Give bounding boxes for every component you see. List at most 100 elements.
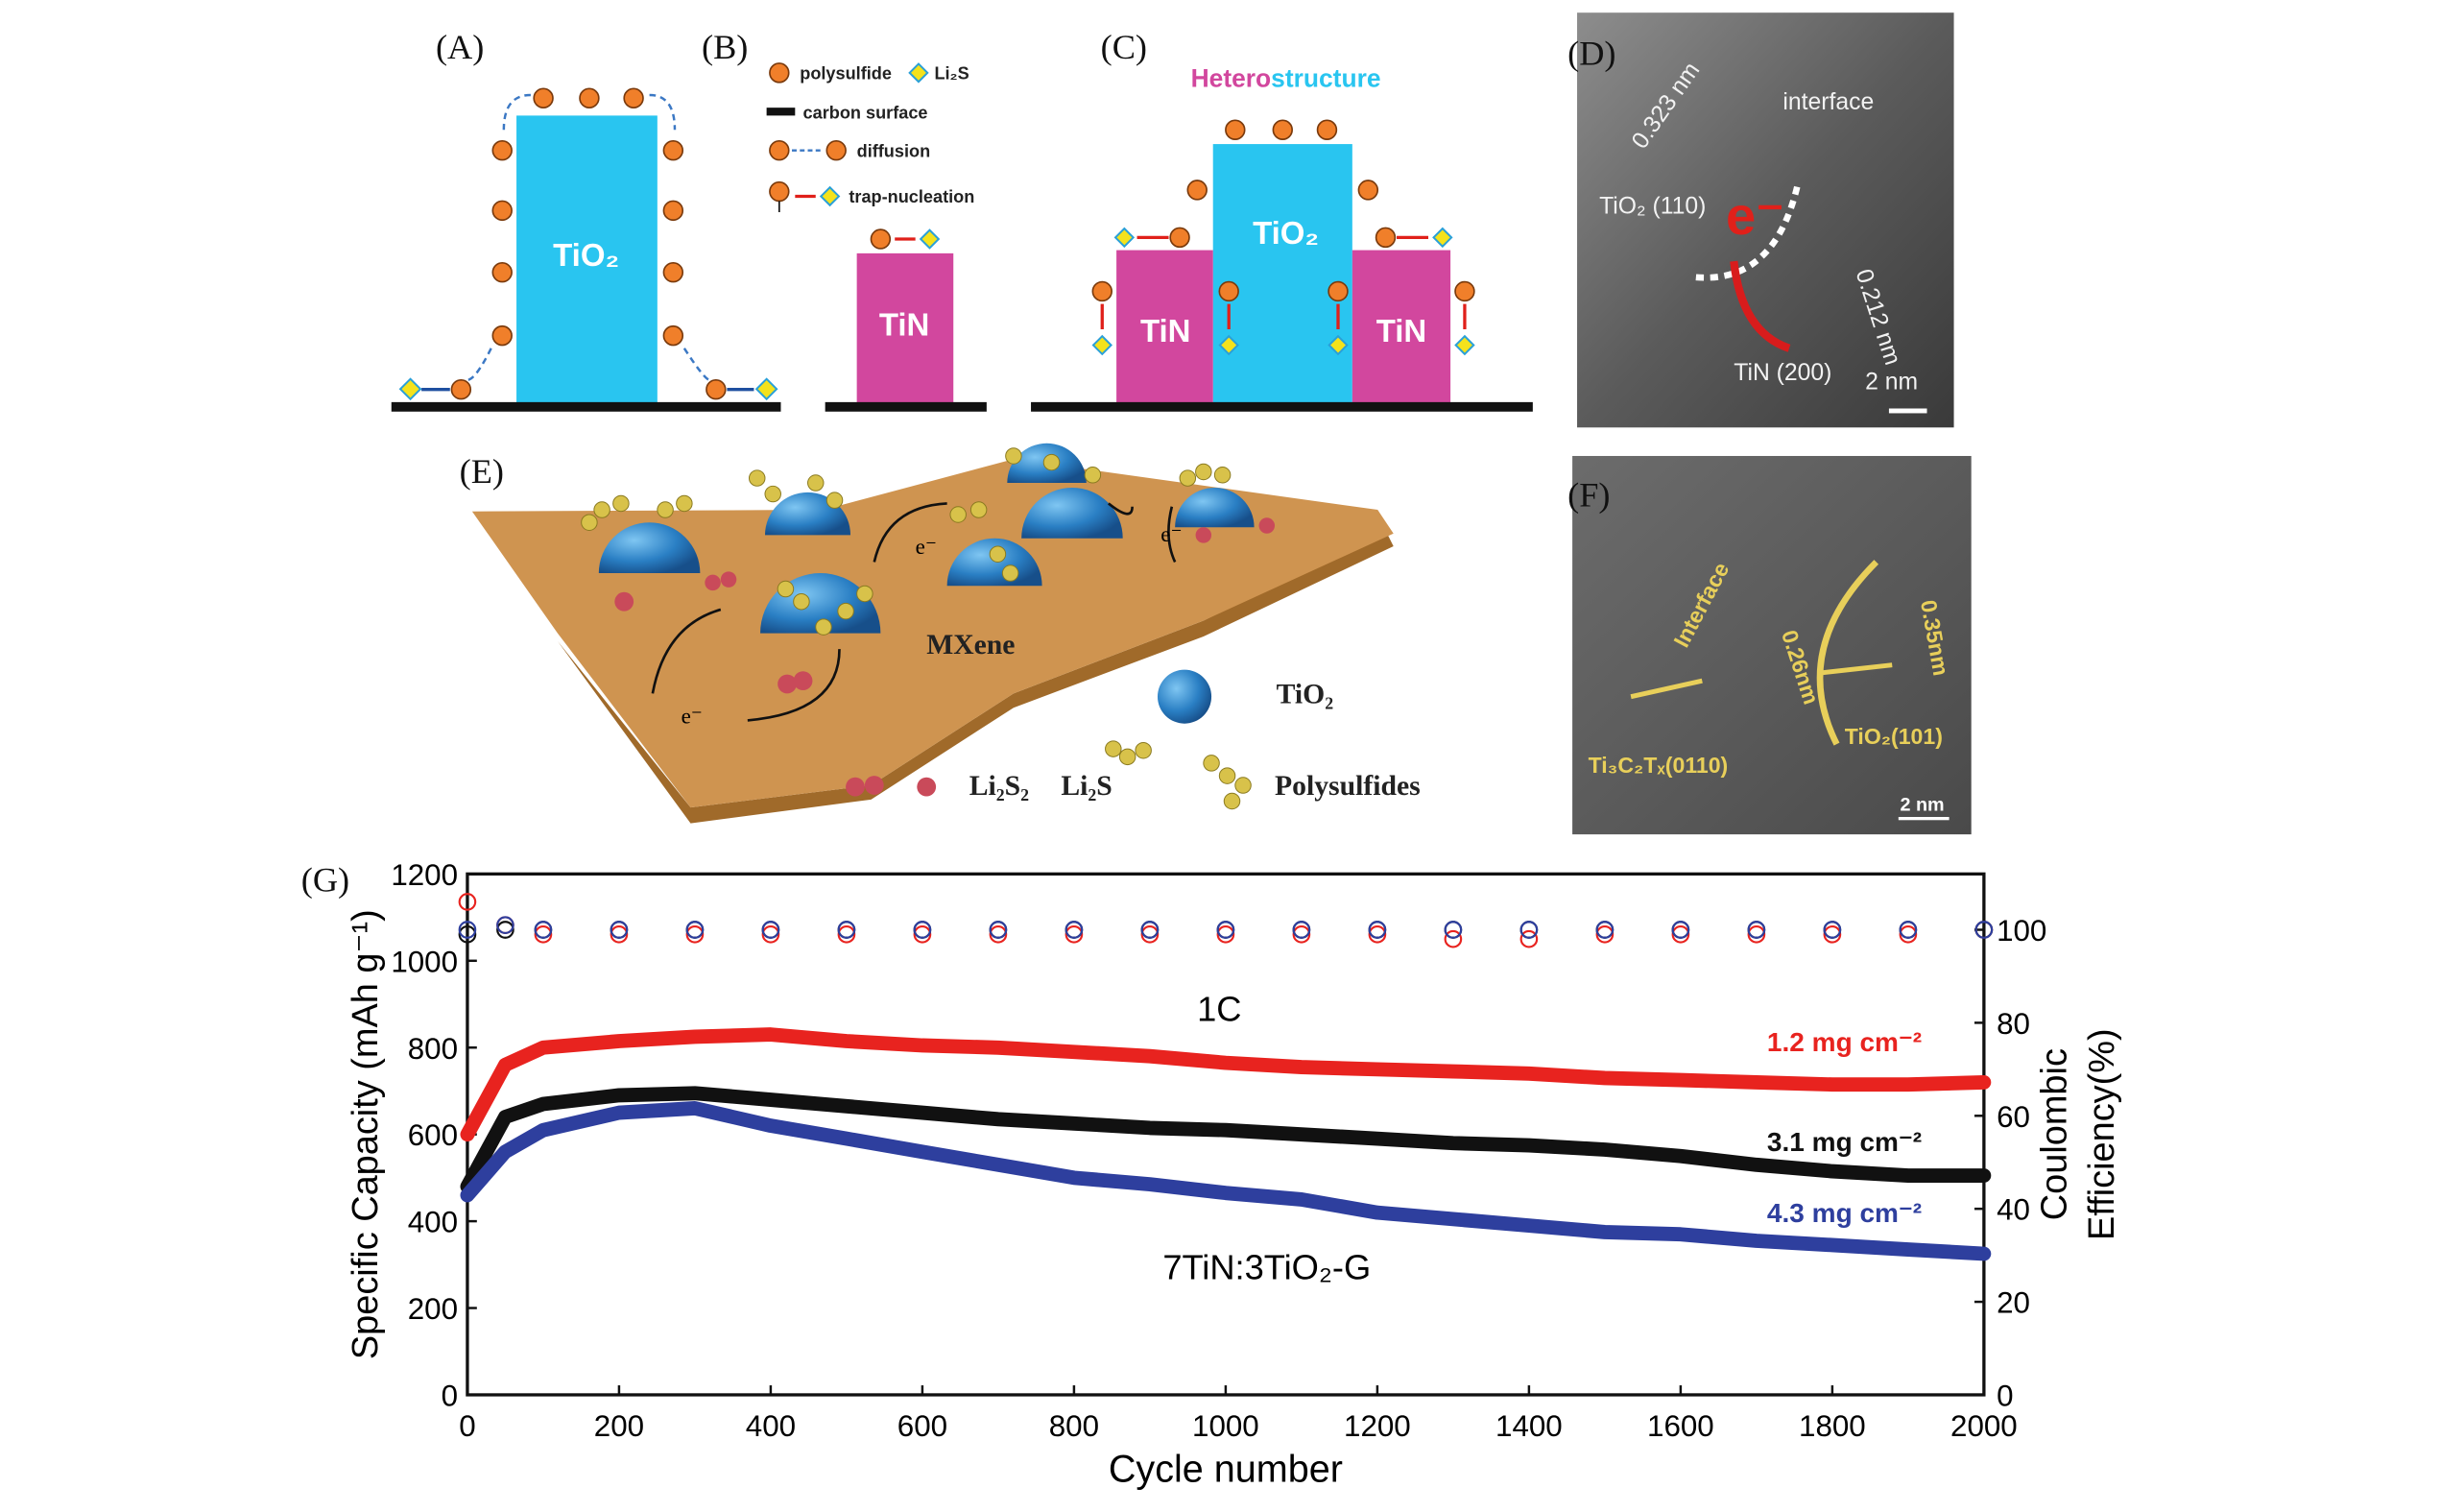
scale-bar-text: 2 nm <box>1865 370 1918 396</box>
y-tick-label: 200 <box>408 1292 458 1326</box>
ce-point <box>1065 925 1084 944</box>
annotation: 1C <box>1197 990 1241 1029</box>
ce-point <box>989 925 1008 944</box>
electron: e⁻ <box>1726 185 1784 246</box>
series-label: 4.3 mg cm⁻² <box>1767 1198 1922 1228</box>
ce-point <box>1292 925 1311 944</box>
tem-image <box>1577 12 1954 428</box>
panel-g: (G) 0 200 400 600 800 1000 1200 1400 1600 1800 200… <box>301 858 2122 1491</box>
panel-label: (C) <box>1101 28 1147 66</box>
ce-point <box>1519 921 1539 939</box>
panel-label: (A) <box>436 28 484 66</box>
panel-b: (B) polysulfide Li₂S carbon surface diff… <box>702 28 987 412</box>
legend-icon <box>766 108 796 116</box>
tem-text: Ti₃C₂Tₓ(0110) <box>1589 753 1729 778</box>
title-part: structure <box>1271 64 1380 93</box>
ce-point <box>458 893 477 911</box>
panel-c: (C) Heterostructure TiO₂ TiN TiN <box>1031 28 1533 412</box>
ce-point <box>1899 921 1918 939</box>
panel-d: (D) 0.323 nm interface TiO₂ (110) e⁻ 0.2… <box>1567 12 1954 428</box>
legend-text: Polysulfides <box>1275 771 1421 802</box>
panel-label: (F) <box>1567 476 1610 515</box>
electron-label: e⁻ <box>682 704 703 729</box>
mxene-sheet <box>471 459 1394 808</box>
y2-tick-label: 0 <box>1997 1380 2013 1413</box>
tem-image <box>1572 455 1972 835</box>
legend-icon <box>769 62 790 84</box>
x-tick-label: 1400 <box>1495 1409 1563 1443</box>
ce-point <box>496 921 514 939</box>
tem-text: interface <box>1782 89 1874 115</box>
x-tick-label: 1800 <box>1799 1409 1866 1443</box>
tio2-label: TiO₂ <box>1277 679 1334 709</box>
ce-point <box>837 925 856 944</box>
ce-point <box>1368 921 1387 939</box>
ce-point <box>1216 925 1235 944</box>
capacity-line <box>460 1086 1992 1194</box>
ce-point <box>1974 921 1994 939</box>
block-label: TiN <box>879 307 930 343</box>
x-tick-label: 600 <box>897 1409 947 1443</box>
y-tick-label: 800 <box>408 1032 458 1066</box>
x-tick-label: 1200 <box>1344 1409 1411 1443</box>
y2-tick-label: 20 <box>1997 1286 2030 1320</box>
electron-label: e⁻ <box>1160 521 1182 546</box>
block-label: TiO₂ <box>553 237 619 273</box>
y-tick-label: 1200 <box>391 858 458 892</box>
ce-point <box>1519 929 1539 948</box>
y-tick-label: 0 <box>442 1380 458 1413</box>
legend-icon <box>908 62 929 84</box>
heterostructure-title: Heterostructure <box>1191 64 1381 93</box>
ce-point <box>1747 921 1766 939</box>
li2s-particles <box>614 517 1276 797</box>
y2-tick-label: 80 <box>1997 1007 2030 1041</box>
ce-point <box>913 925 932 944</box>
ce-point <box>1671 921 1690 939</box>
x-tick-label: 800 <box>1049 1409 1099 1443</box>
ce-point <box>1065 921 1084 939</box>
ce-point <box>1595 925 1615 944</box>
tem-text: TiO₂ (110) <box>1599 194 1706 220</box>
x-tick-label: 0 <box>459 1409 475 1443</box>
block-label: TiN <box>1376 313 1427 348</box>
ce-point <box>1216 921 1235 939</box>
legend-text: Li₂S <box>1061 771 1112 802</box>
annotation: 7TiN:3TiO₂-G <box>1162 1248 1371 1287</box>
x-axis-title: Cycle number <box>1109 1449 1343 1491</box>
polysulfide-clusters <box>581 447 1252 810</box>
panel-f: (F) Interface 0.26nm 0.35nm Ti₃C₂Tₓ(0110… <box>1567 455 1972 835</box>
x-tick-label: 200 <box>594 1409 644 1443</box>
ce-point <box>610 921 629 939</box>
ce-point <box>1899 925 1918 944</box>
block-label: TiN <box>1140 313 1191 348</box>
ce-point <box>685 925 705 944</box>
panel-label: (D) <box>1567 35 1615 73</box>
y-tick-label: 600 <box>408 1118 458 1152</box>
x-tick-label: 1600 <box>1647 1409 1714 1443</box>
ce-point <box>496 916 514 934</box>
legend-text: diffusion <box>857 141 931 160</box>
ce-point <box>1595 921 1615 939</box>
ce-point <box>458 925 477 944</box>
tin-block <box>856 252 954 407</box>
ce-point <box>1140 921 1160 939</box>
legend-text: carbon surface <box>803 104 928 123</box>
ce-point <box>837 921 856 939</box>
ce-point <box>685 921 705 939</box>
ce-point <box>1671 925 1690 944</box>
panel-a: (A) TiO₂ <box>391 28 781 412</box>
y2-tick-label: 60 <box>1997 1100 2030 1134</box>
ce-point <box>1747 925 1766 944</box>
panel-label: (E) <box>460 452 504 491</box>
ce-point <box>1823 925 1842 944</box>
series-label: 3.1 mg cm⁻² <box>1767 1127 1922 1157</box>
ce-point <box>458 921 477 939</box>
ce-point <box>610 925 629 944</box>
block-label: TiO₂ <box>1253 215 1319 251</box>
y-axis-title: Specific Capacity (mAh g⁻¹) <box>346 909 386 1359</box>
y2-axis-title: Efficiency(%) <box>2082 1028 2122 1240</box>
polysulfides <box>398 87 778 401</box>
mxene-label: MXene <box>926 630 1015 660</box>
ce-point <box>534 925 553 944</box>
